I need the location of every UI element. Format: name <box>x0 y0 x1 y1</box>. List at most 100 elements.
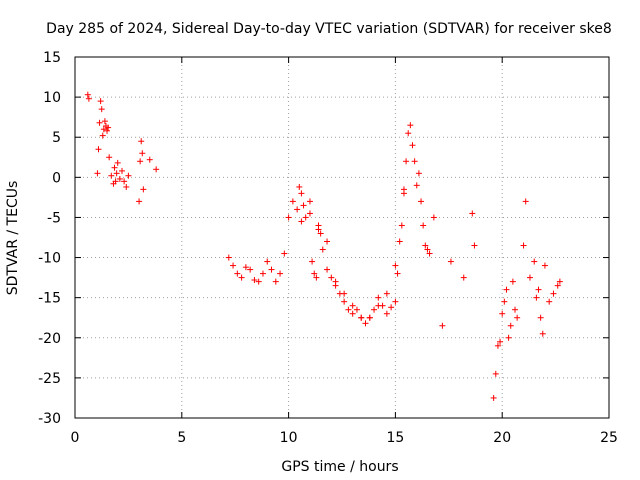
axis-ticks <box>74 56 610 419</box>
y-tick-label: 15 <box>43 50 61 66</box>
data-point <box>311 270 318 277</box>
data-point <box>394 270 401 277</box>
data-point <box>324 266 331 273</box>
y-tick-label: -15 <box>38 291 61 307</box>
data-point <box>306 210 313 217</box>
data-point <box>85 95 92 102</box>
data-point <box>556 278 563 285</box>
data-point <box>375 294 382 301</box>
data-point <box>531 258 538 265</box>
data-point <box>537 314 544 321</box>
data-point <box>413 182 420 189</box>
data-point <box>447 258 454 265</box>
data-point <box>238 274 245 281</box>
data-point <box>503 286 510 293</box>
data-point <box>123 183 130 190</box>
data-point <box>289 198 296 205</box>
data-point <box>469 210 476 217</box>
data-point <box>285 214 292 221</box>
data-point <box>84 91 91 98</box>
data-point <box>137 158 144 165</box>
x-axis-label: GPS time / hours <box>281 459 398 475</box>
data-point <box>118 167 125 174</box>
data-point <box>415 170 422 177</box>
y-tick-label: 10 <box>43 90 61 106</box>
data-point <box>546 298 553 305</box>
data-point <box>509 278 516 285</box>
data-point <box>264 258 271 265</box>
x-tick-label: 25 <box>600 430 618 446</box>
y-axis-label: SDTVAR / TECUs <box>5 181 21 296</box>
data-point <box>497 338 504 345</box>
data-point <box>136 198 143 205</box>
data-point <box>345 306 352 313</box>
data-point <box>460 274 467 281</box>
data-point <box>405 130 412 137</box>
data-point <box>512 306 519 313</box>
data-point <box>490 394 497 401</box>
data-point <box>306 198 313 205</box>
data-point <box>251 277 258 284</box>
data-point <box>409 142 416 149</box>
data-point <box>341 298 348 305</box>
data-point <box>471 242 478 249</box>
x-tick-label: 5 <box>177 430 186 446</box>
data-point <box>255 278 262 285</box>
data-point <box>418 198 425 205</box>
data-point <box>138 138 145 145</box>
data-point <box>281 250 288 257</box>
data-point <box>430 214 437 221</box>
data-point <box>383 310 390 317</box>
data-point <box>383 290 390 297</box>
data-point <box>492 370 499 377</box>
data-point <box>146 156 153 163</box>
data-point <box>97 98 104 105</box>
data-point <box>324 238 331 245</box>
data-point <box>554 282 561 289</box>
data-point <box>112 178 119 185</box>
data-point <box>505 334 512 341</box>
data-point <box>96 119 103 126</box>
grid-layer <box>75 57 609 418</box>
data-point <box>234 270 241 277</box>
data-point <box>507 322 514 329</box>
data-point <box>358 314 365 321</box>
data-point <box>100 126 107 133</box>
data-point <box>242 264 249 271</box>
data-point <box>349 310 356 317</box>
data-point <box>298 218 305 225</box>
data-point <box>98 106 105 113</box>
data-point <box>494 342 501 349</box>
data-point <box>424 246 431 253</box>
y-tick-label: -30 <box>38 411 61 427</box>
data-point <box>332 278 339 285</box>
data-point <box>392 262 399 269</box>
y-tick-label: 5 <box>52 130 61 146</box>
data-point <box>398 222 405 229</box>
data-point <box>522 198 529 205</box>
data-point <box>366 314 373 321</box>
data-point <box>392 298 399 305</box>
x-tick-label: 0 <box>71 430 80 446</box>
y-tick-label: -25 <box>38 371 61 387</box>
data-point <box>302 214 309 221</box>
data-point <box>140 186 147 193</box>
data-point <box>116 175 123 182</box>
data-point <box>520 242 527 249</box>
data-point <box>104 127 111 134</box>
data-point <box>535 286 542 293</box>
data-point <box>550 290 557 297</box>
y-tick-label: 0 <box>52 170 61 186</box>
plot-frame <box>74 56 610 419</box>
data-point <box>300 202 307 209</box>
x-tick-label: 15 <box>386 430 404 446</box>
data-point <box>108 172 115 179</box>
data-point <box>375 302 382 309</box>
data-point <box>371 306 378 313</box>
data-point <box>114 159 121 166</box>
data-point <box>396 238 403 245</box>
data-point <box>111 164 118 171</box>
data-point <box>106 154 113 161</box>
data-point <box>139 150 146 157</box>
data-point <box>298 190 305 197</box>
